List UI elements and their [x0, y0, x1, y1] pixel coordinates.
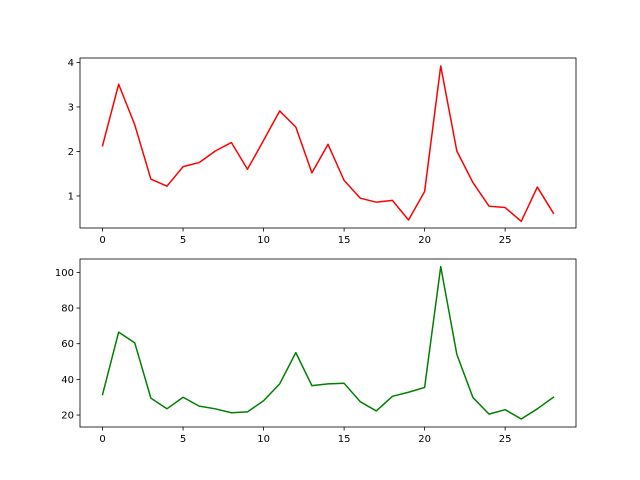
bottom-x-tick-label: 0: [99, 434, 105, 445]
bottom-x-tick-label: 10: [257, 434, 270, 445]
bottom-x-tick-label: 15: [338, 434, 351, 445]
bottom-y-tick-label: 100: [55, 268, 74, 279]
top-x-tick-label: 25: [499, 235, 512, 246]
top-x-tick-label: 10: [257, 235, 270, 246]
bottom-y-tick-label: 80: [61, 304, 74, 315]
bottom-y-tick-label: 40: [61, 375, 74, 386]
top-series-line-0: [101, 65, 555, 223]
top-line-chart: 0 5 10 15 20 25 1 2 3 4: [68, 57, 577, 246]
top-x-tick-label: 0: [99, 235, 105, 246]
top-y-tick-label: 1: [68, 191, 74, 202]
bottom-series-line-0: [101, 265, 555, 420]
top-y-tick-label: 2: [68, 147, 74, 158]
bottom-y-tick-label: 20: [61, 411, 74, 422]
bottom-line-chart: 0 5 10 15 20 25 20 40 60 80 100: [55, 258, 577, 445]
top-x-tick-label: 20: [418, 235, 431, 246]
bottom-y-tick-label: 60: [61, 339, 74, 350]
bottom-x-tick-label: 20: [418, 434, 431, 445]
top-x-tick-label: 5: [180, 235, 186, 246]
top-y-tick-label: 3: [68, 102, 74, 113]
top-x-tick-label: 15: [338, 235, 351, 246]
top-axes-frame: [79, 57, 577, 229]
bottom-x-tick-label: 5: [180, 434, 186, 445]
top-y-tick-label: 4: [68, 58, 74, 69]
bottom-axes-frame: [79, 258, 577, 428]
bottom-x-tick-label: 25: [499, 434, 512, 445]
